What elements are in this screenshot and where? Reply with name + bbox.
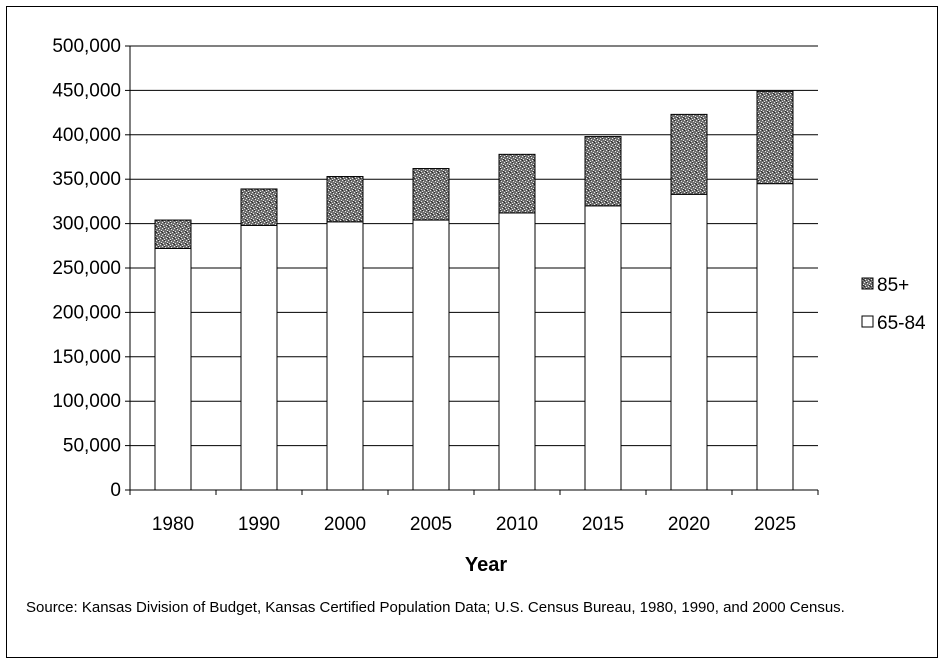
- y-tick-label: 0: [110, 480, 121, 501]
- y-tick-label: 250,000: [52, 258, 121, 279]
- x-tick-label: 2010: [496, 514, 538, 535]
- y-tick-label: 450,000: [52, 80, 121, 101]
- x-tick-label: 1980: [152, 514, 194, 535]
- bar-65-84: [154, 247, 192, 491]
- bar-65-84: [670, 193, 708, 491]
- bar-65-84: [326, 221, 364, 491]
- y-tick-label: 300,000: [52, 214, 121, 235]
- y-tick-label: 350,000: [52, 169, 121, 190]
- bar-85+: [154, 219, 192, 249]
- x-tick-label: 1990: [238, 514, 280, 535]
- x-tick-label: 2000: [324, 514, 366, 535]
- y-tick-label: 400,000: [52, 125, 121, 146]
- y-tick-label: 50,000: [63, 436, 121, 457]
- x-tick-label: 2005: [410, 514, 452, 535]
- bar-65-84: [584, 205, 622, 491]
- x-axis-title: Year: [465, 554, 507, 576]
- bar-85+: [670, 113, 708, 195]
- bar-65-84: [240, 224, 278, 491]
- legend-label: 65-84: [877, 313, 926, 334]
- legend-swatch-85+: [861, 277, 874, 290]
- bar-85+: [240, 188, 278, 226]
- bar-85+: [498, 153, 536, 214]
- bar-85+: [412, 168, 450, 221]
- chart-frame: [6, 6, 938, 658]
- legend-swatch-65-84: [861, 315, 874, 328]
- bar-85+: [584, 136, 622, 207]
- x-tick-label: 2020: [668, 514, 710, 535]
- bar-65-84: [412, 219, 450, 491]
- source-note: Source: Kansas Division of Budget, Kansa…: [26, 599, 845, 616]
- y-tick-label: 200,000: [52, 302, 121, 323]
- bar-65-84: [756, 183, 794, 491]
- legend-label: 85+: [877, 275, 909, 296]
- y-tick-label: 100,000: [52, 391, 121, 412]
- bar-85+: [756, 90, 794, 185]
- x-tick-label: 2015: [582, 514, 624, 535]
- y-tick-label: 150,000: [52, 347, 121, 368]
- bar-65-84: [498, 212, 536, 491]
- bar-85+: [326, 176, 364, 223]
- x-tick-label: 2025: [754, 514, 796, 535]
- y-tick-label: 500,000: [52, 36, 121, 57]
